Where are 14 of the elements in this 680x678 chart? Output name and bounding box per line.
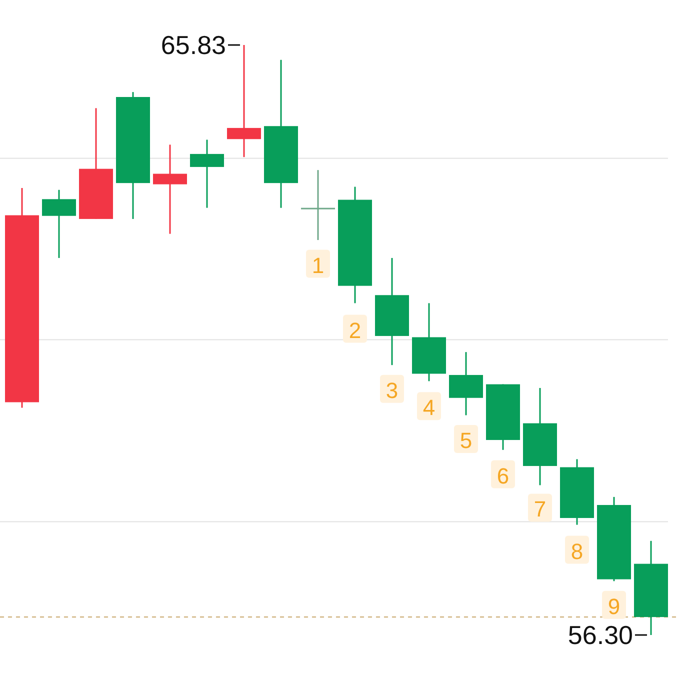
annotation: 6 xyxy=(496,463,510,488)
annotation: 8 xyxy=(570,538,584,564)
annotation: 1 xyxy=(312,252,324,278)
annotation: 9 xyxy=(608,594,620,619)
annotation: 65.83 xyxy=(160,30,226,60)
candlestick xyxy=(153,144,187,235)
annotation: 56.30 xyxy=(568,620,633,650)
annotation: 2 xyxy=(348,318,362,343)
annotation: 4 xyxy=(422,395,436,420)
annotation: 7 xyxy=(534,496,546,522)
annotation: 3 xyxy=(386,378,398,403)
candlestick xyxy=(301,169,335,241)
annotation: 5 xyxy=(460,428,472,453)
candlestick xyxy=(227,44,261,158)
